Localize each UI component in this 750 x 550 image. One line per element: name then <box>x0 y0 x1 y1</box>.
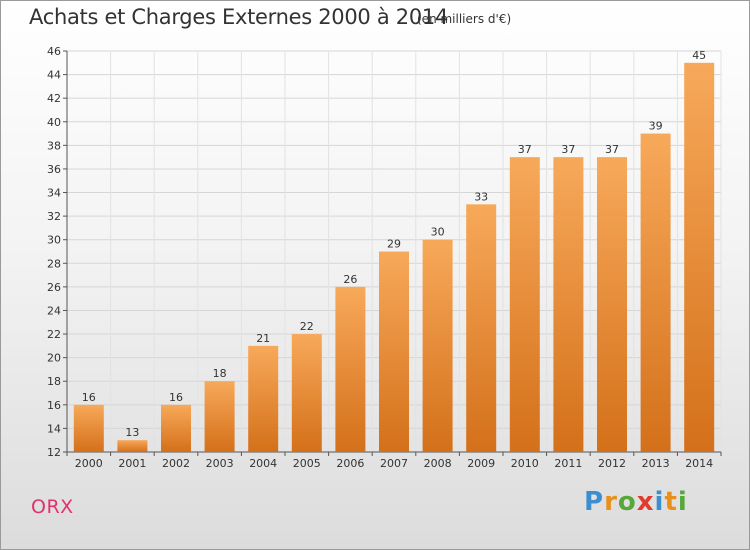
x-tick-label-2000: 2000 <box>75 457 103 470</box>
value-label-2004: 21 <box>256 332 270 345</box>
value-label-2003: 18 <box>213 367 227 380</box>
logo-letter: x <box>636 487 655 517</box>
value-label-2013: 39 <box>649 120 663 133</box>
value-label-2001: 13 <box>125 426 139 439</box>
x-tick-label-2005: 2005 <box>293 457 321 470</box>
y-tick-label: 34 <box>47 187 61 200</box>
y-tick-label: 30 <box>47 234 61 247</box>
y-tick-label: 28 <box>47 257 61 270</box>
x-tick-label-2003: 2003 <box>206 457 234 470</box>
y-tick-label: 40 <box>47 116 61 129</box>
x-tick-label-2011: 2011 <box>554 457 582 470</box>
x-tick-label-2007: 2007 <box>380 457 408 470</box>
x-tick-label-2006: 2006 <box>336 457 364 470</box>
y-tick-label: 26 <box>47 281 61 294</box>
logo-letter: i <box>677 487 688 517</box>
bar-2005 <box>291 334 322 452</box>
logo-letter: r <box>604 487 618 517</box>
bar-2009 <box>466 204 497 452</box>
bar-2004 <box>248 345 279 452</box>
y-tick-label: 22 <box>47 328 61 341</box>
value-label-2008: 30 <box>431 226 445 239</box>
value-label-2010: 37 <box>518 143 532 156</box>
bar-2013 <box>640 133 671 452</box>
place-name: ORX <box>31 496 74 518</box>
value-label-2002: 16 <box>169 391 183 404</box>
proxiti-logo: Proxiti <box>584 487 688 517</box>
value-label-2012: 37 <box>605 143 619 156</box>
x-tick-label-2013: 2013 <box>642 457 670 470</box>
value-label-2000: 16 <box>82 391 96 404</box>
bar-2012 <box>597 157 627 452</box>
value-label-2006: 26 <box>343 273 357 286</box>
bar-2008 <box>422 239 453 452</box>
x-tick-label-2009: 2009 <box>467 457 495 470</box>
x-tick-label-2001: 2001 <box>118 457 146 470</box>
bars <box>73 62 715 452</box>
x-tick-label-2002: 2002 <box>162 457 190 470</box>
logo-letter: t <box>664 487 678 517</box>
bar-2014 <box>684 62 715 452</box>
bar-2010 <box>509 157 540 452</box>
x-tick-label-2010: 2010 <box>511 457 539 470</box>
x-tick-label-2012: 2012 <box>598 457 626 470</box>
y-tick-label: 38 <box>47 139 61 152</box>
chart-title: Achats et Charges Externes 2000 à 2014 <box>29 5 449 29</box>
bar-2001 <box>117 440 148 452</box>
bar-2007 <box>379 251 409 452</box>
y-tick-label: 14 <box>47 422 61 435</box>
logo-letter: i <box>654 487 665 517</box>
logo-letter: o <box>617 487 637 517</box>
y-tick-label: 32 <box>47 210 61 223</box>
value-label-2009: 33 <box>474 190 488 203</box>
y-tick-label: 42 <box>47 92 61 105</box>
y-tick-label: 46 <box>47 45 61 58</box>
value-label-2007: 29 <box>387 238 401 251</box>
value-label-2014: 45 <box>692 49 706 62</box>
value-label-2005: 22 <box>300 320 314 333</box>
x-tick-label-2004: 2004 <box>249 457 277 470</box>
x-tick-label-2014: 2014 <box>685 457 713 470</box>
y-tick-label: 44 <box>47 69 61 82</box>
bar-chart: 12 14 16 18 20 22 24 26 28 30 32 34 36 38 40 42 44 46 16 2… <box>47 45 722 470</box>
bar-2002 <box>161 404 191 452</box>
y-tick-label: 24 <box>47 304 61 317</box>
chart-subtitle: (en milliers d'€) <box>417 12 512 26</box>
labels: 16 2000 13 2001 16 2002 18 2003 21 2004 22 2005 26 20… <box>75 49 713 470</box>
bar-2011 <box>553 157 584 452</box>
bar-2000 <box>73 404 104 452</box>
y-tick-label: 36 <box>47 163 61 176</box>
bar-2003 <box>204 381 235 452</box>
value-label-2011: 37 <box>561 143 575 156</box>
logo-letter: P <box>584 487 605 517</box>
y-tick-label: 16 <box>47 399 61 412</box>
x-tick-label-2008: 2008 <box>424 457 452 470</box>
y-tick-label: 20 <box>47 352 61 365</box>
bar-2006 <box>335 286 366 452</box>
y-tick-label: 18 <box>47 375 61 388</box>
y-tick-label: 12 <box>47 446 61 459</box>
